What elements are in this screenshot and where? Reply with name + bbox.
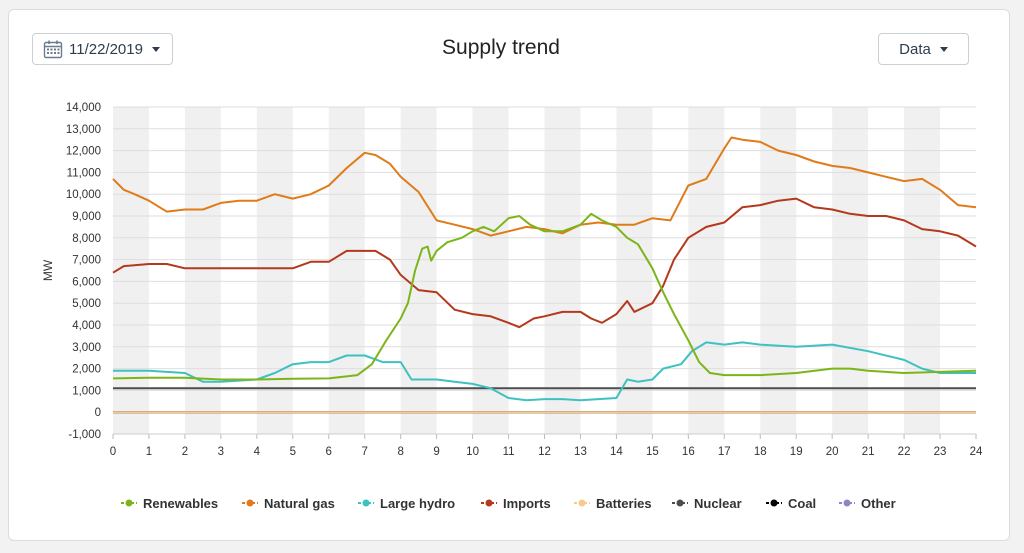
- series-line-imports: [112, 197, 977, 329]
- x-tick-label: 11: [503, 446, 515, 458]
- y-tick-label: 10,000: [66, 189, 101, 201]
- x-tick-label: 3: [218, 446, 224, 458]
- hour-band: [256, 107, 293, 434]
- x-tick-label: 6: [326, 446, 332, 458]
- legend-item-other: Other: [839, 496, 896, 511]
- data-dropdown-button[interactable]: Data: [878, 33, 969, 65]
- x-tick-label: 24: [970, 446, 983, 458]
- x-tick-label: 22: [898, 446, 911, 458]
- legend-item-nuclear: Nuclear: [672, 496, 742, 511]
- x-tick-label: 13: [574, 446, 587, 458]
- hour-band: [904, 107, 941, 434]
- y-tick-label: 7,000: [72, 255, 101, 267]
- calendar-icon: [43, 40, 63, 59]
- hour-band: [760, 107, 797, 434]
- hour-band: [328, 107, 365, 434]
- legend-label: Natural gas: [264, 496, 335, 511]
- legend-swatch-marker: [125, 499, 133, 507]
- series-line-renewables: [112, 212, 977, 381]
- series-line-large-hydro: [113, 341, 976, 402]
- y-tick-label: 2,000: [72, 364, 101, 376]
- data-label: Data: [899, 40, 931, 58]
- x-tick-label: 23: [934, 446, 947, 458]
- y-tick-label: -1,000: [68, 429, 101, 441]
- chevron-down-icon: [151, 46, 160, 52]
- date-label: 11/22/2019: [69, 40, 143, 58]
- hour-band: [688, 107, 725, 434]
- y-tick-label: 4,000: [72, 320, 101, 332]
- y-tick-label: 0: [95, 407, 101, 419]
- hour-band: [472, 107, 509, 434]
- chevron-down-icon: [939, 46, 948, 52]
- y-tick-label: 1,000: [72, 385, 101, 397]
- x-tick-label: 10: [466, 446, 479, 458]
- legend-item-batteries: Batteries: [574, 496, 652, 511]
- y-tick-label: 14,000: [66, 102, 101, 114]
- legend-swatch-marker: [246, 499, 254, 507]
- x-tick-label: 14: [610, 446, 623, 458]
- hour-band: [184, 107, 221, 434]
- legend-item-large-hydro: Large hydro: [358, 496, 455, 511]
- legend-label: Coal: [788, 496, 816, 511]
- legend-swatch-marker: [770, 499, 778, 507]
- legend-label: Batteries: [596, 496, 652, 511]
- legend-label: Nuclear: [694, 496, 742, 511]
- legend-item-renewables: Renewables: [121, 496, 218, 511]
- x-tick-label: 0: [110, 446, 116, 458]
- x-tick-label: 4: [254, 446, 261, 458]
- legend-label: Imports: [503, 496, 551, 511]
- x-tick-label: 2: [182, 446, 188, 458]
- legend-swatch-marker: [485, 499, 493, 507]
- x-tick-label: 21: [862, 446, 875, 458]
- hour-band: [400, 107, 437, 434]
- y-tick-label: 13,000: [66, 124, 101, 136]
- legend-item-imports: Imports: [481, 496, 551, 511]
- legend-item-coal: Coal: [766, 496, 816, 511]
- date-picker-button[interactable]: 11/22/2019: [32, 33, 173, 65]
- legend-swatch-marker: [843, 499, 851, 507]
- y-tick-label: 3,000: [72, 342, 101, 354]
- x-tick-label: 16: [682, 446, 695, 458]
- x-tick-label: 12: [538, 446, 551, 458]
- x-tick-label: 8: [397, 446, 403, 458]
- hour-band: [832, 107, 869, 434]
- hour-band: [113, 107, 149, 434]
- x-tick-label: 20: [826, 446, 839, 458]
- x-tick-label: 1: [146, 446, 152, 458]
- x-tick-label: 5: [290, 446, 296, 458]
- x-tick-label: 15: [646, 446, 659, 458]
- x-tick-label: 9: [433, 446, 439, 458]
- legend-label: Other: [861, 496, 896, 511]
- y-tick-label: 9,000: [72, 211, 101, 223]
- y-tick-label: 11,000: [67, 167, 101, 179]
- legend-label: Renewables: [143, 496, 218, 511]
- x-tick-label: 7: [362, 446, 368, 458]
- series-line-natural-gas: [112, 136, 977, 237]
- x-tick-label: 17: [718, 446, 731, 458]
- hour-band: [616, 107, 653, 434]
- x-tick-label: 18: [754, 446, 767, 458]
- legend-swatch-marker: [362, 499, 370, 507]
- legend-swatch-marker: [676, 499, 684, 507]
- y-tick-label: 6,000: [72, 276, 101, 288]
- x-tick-label: 19: [790, 446, 803, 458]
- legend-item-natural-gas: Natural gas: [242, 496, 335, 511]
- y-tick-label: 5,000: [72, 298, 101, 310]
- y-tick-label: 8,000: [72, 233, 101, 245]
- hour-band: [544, 107, 581, 434]
- legend-label: Large hydro: [380, 496, 455, 511]
- y-axis-label: MW: [41, 259, 55, 281]
- legend-swatch-marker: [578, 499, 586, 507]
- y-tick-label: 12,000: [66, 146, 101, 158]
